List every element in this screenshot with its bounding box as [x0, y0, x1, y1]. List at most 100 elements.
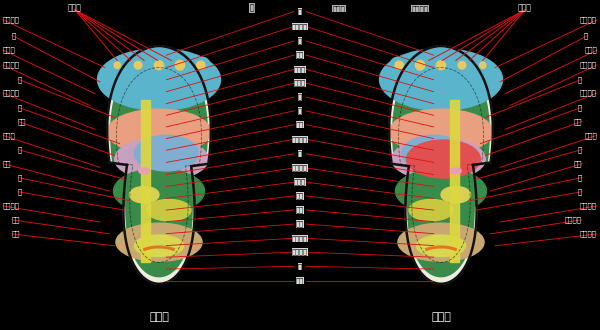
Ellipse shape: [191, 57, 210, 74]
Text: 気管支: 気管支: [3, 132, 16, 139]
Text: 目: 目: [12, 32, 16, 39]
Text: 根管・肩: 根管・肩: [580, 62, 597, 68]
Text: 目: 目: [584, 32, 588, 39]
Ellipse shape: [115, 138, 208, 181]
Ellipse shape: [389, 109, 493, 154]
Ellipse shape: [451, 168, 461, 174]
Ellipse shape: [149, 56, 169, 74]
Text: 直腸: 直腸: [12, 231, 20, 237]
Text: 胆: 胆: [18, 174, 22, 181]
Ellipse shape: [390, 57, 409, 74]
Text: 脳: 脳: [298, 8, 302, 15]
Ellipse shape: [380, 49, 503, 110]
Text: 膜臓: 膜臓: [574, 118, 582, 125]
Ellipse shape: [454, 57, 470, 73]
Ellipse shape: [107, 109, 211, 154]
Text: 脾: 脾: [298, 150, 302, 157]
Text: 子宮円蓋: 子宮円蓋: [292, 249, 308, 255]
Text: 膵: 膵: [298, 263, 302, 270]
Text: 気管支: 気管支: [584, 132, 597, 139]
Text: 耳・鼻: 耳・鼻: [3, 47, 16, 53]
Text: 右足裏: 右足裏: [149, 312, 169, 322]
Ellipse shape: [410, 56, 430, 75]
Ellipse shape: [134, 61, 142, 69]
Polygon shape: [141, 100, 149, 262]
Ellipse shape: [416, 235, 466, 256]
Text: 心・小腸: 心・小腸: [412, 5, 428, 12]
Ellipse shape: [441, 186, 470, 203]
Text: 胃: 胃: [298, 108, 302, 114]
Ellipse shape: [134, 235, 184, 256]
Ellipse shape: [154, 61, 164, 70]
Polygon shape: [389, 46, 493, 284]
Ellipse shape: [114, 62, 120, 69]
Ellipse shape: [401, 135, 466, 171]
Text: 十二指腸: 十二指腸: [292, 165, 308, 171]
Ellipse shape: [398, 223, 484, 261]
Text: 脳神経: 脳神経: [518, 4, 532, 13]
Ellipse shape: [175, 60, 185, 70]
Text: 脳下垂体: 脳下垂体: [580, 16, 597, 23]
Text: 腸脱結腸: 腸脱結腸: [292, 136, 308, 143]
Text: 淡: 淡: [578, 174, 582, 181]
Text: 肛門: 肛門: [296, 277, 304, 284]
Text: 膵・心臓: 膵・心臓: [565, 216, 582, 223]
Text: 下行結腸: 下行結腸: [580, 203, 597, 209]
Ellipse shape: [110, 59, 124, 72]
Text: 心: 心: [298, 94, 302, 100]
Ellipse shape: [147, 199, 191, 221]
Ellipse shape: [476, 59, 490, 72]
Ellipse shape: [116, 223, 202, 261]
Polygon shape: [111, 53, 207, 277]
Ellipse shape: [395, 61, 403, 69]
Text: リンパ管: リンパ管: [580, 90, 597, 96]
Text: 大腸: 大腸: [574, 160, 582, 167]
Text: 肝・胆: 肝・胆: [584, 47, 597, 53]
Ellipse shape: [458, 61, 466, 69]
Text: 胃: 胃: [18, 104, 22, 111]
Text: 尿路病腸: 尿路病腸: [580, 231, 597, 237]
Text: 脳: 脳: [250, 4, 254, 13]
Ellipse shape: [480, 62, 486, 69]
Polygon shape: [451, 100, 459, 262]
Text: 細大腸: 細大腸: [294, 179, 306, 185]
Text: 盲腸: 盲腸: [296, 221, 304, 227]
Ellipse shape: [113, 169, 205, 214]
Text: 偽腕: 偽腕: [296, 52, 304, 58]
Text: 腰椎円蓋: 腰椎円蓋: [292, 235, 308, 242]
Ellipse shape: [415, 60, 425, 70]
Text: 膵臓: 膵臓: [296, 121, 304, 128]
Text: 脳下垂体: 脳下垂体: [292, 23, 308, 30]
Polygon shape: [107, 46, 211, 284]
Text: 耳: 耳: [578, 76, 582, 82]
Ellipse shape: [407, 140, 481, 178]
Text: 胃: 胃: [578, 104, 582, 111]
Ellipse shape: [130, 57, 146, 73]
Text: 脳下垂体: 脳下垂体: [3, 16, 20, 23]
Text: 膵臓: 膵臓: [18, 118, 26, 125]
Ellipse shape: [130, 186, 159, 203]
Ellipse shape: [134, 135, 199, 171]
Text: 脾: 脾: [18, 146, 22, 153]
Text: 耳: 耳: [18, 76, 22, 82]
Text: 脾・腸: 脾・腸: [332, 5, 346, 12]
Ellipse shape: [392, 138, 485, 181]
Ellipse shape: [431, 56, 451, 74]
Text: 根管・肩: 根管・肩: [3, 62, 20, 68]
Text: 腺: 腺: [18, 188, 22, 195]
Ellipse shape: [395, 169, 487, 214]
Polygon shape: [393, 53, 489, 277]
Text: 甲状腺: 甲状腺: [294, 80, 306, 86]
Text: 腸腎: 腸腎: [3, 160, 11, 167]
Ellipse shape: [436, 61, 446, 70]
Text: 左足裏: 左足裏: [431, 312, 451, 322]
Ellipse shape: [139, 168, 149, 174]
Text: 小腸: 小腸: [296, 207, 304, 213]
Text: リンパ管: リンパ管: [3, 90, 20, 96]
Text: 膵: 膵: [578, 188, 582, 195]
Text: 上行結腸: 上行結腸: [3, 203, 20, 209]
Ellipse shape: [409, 199, 454, 221]
Text: 心臓: 心臓: [12, 216, 20, 223]
Text: 心: 心: [578, 146, 582, 153]
Ellipse shape: [197, 61, 205, 69]
